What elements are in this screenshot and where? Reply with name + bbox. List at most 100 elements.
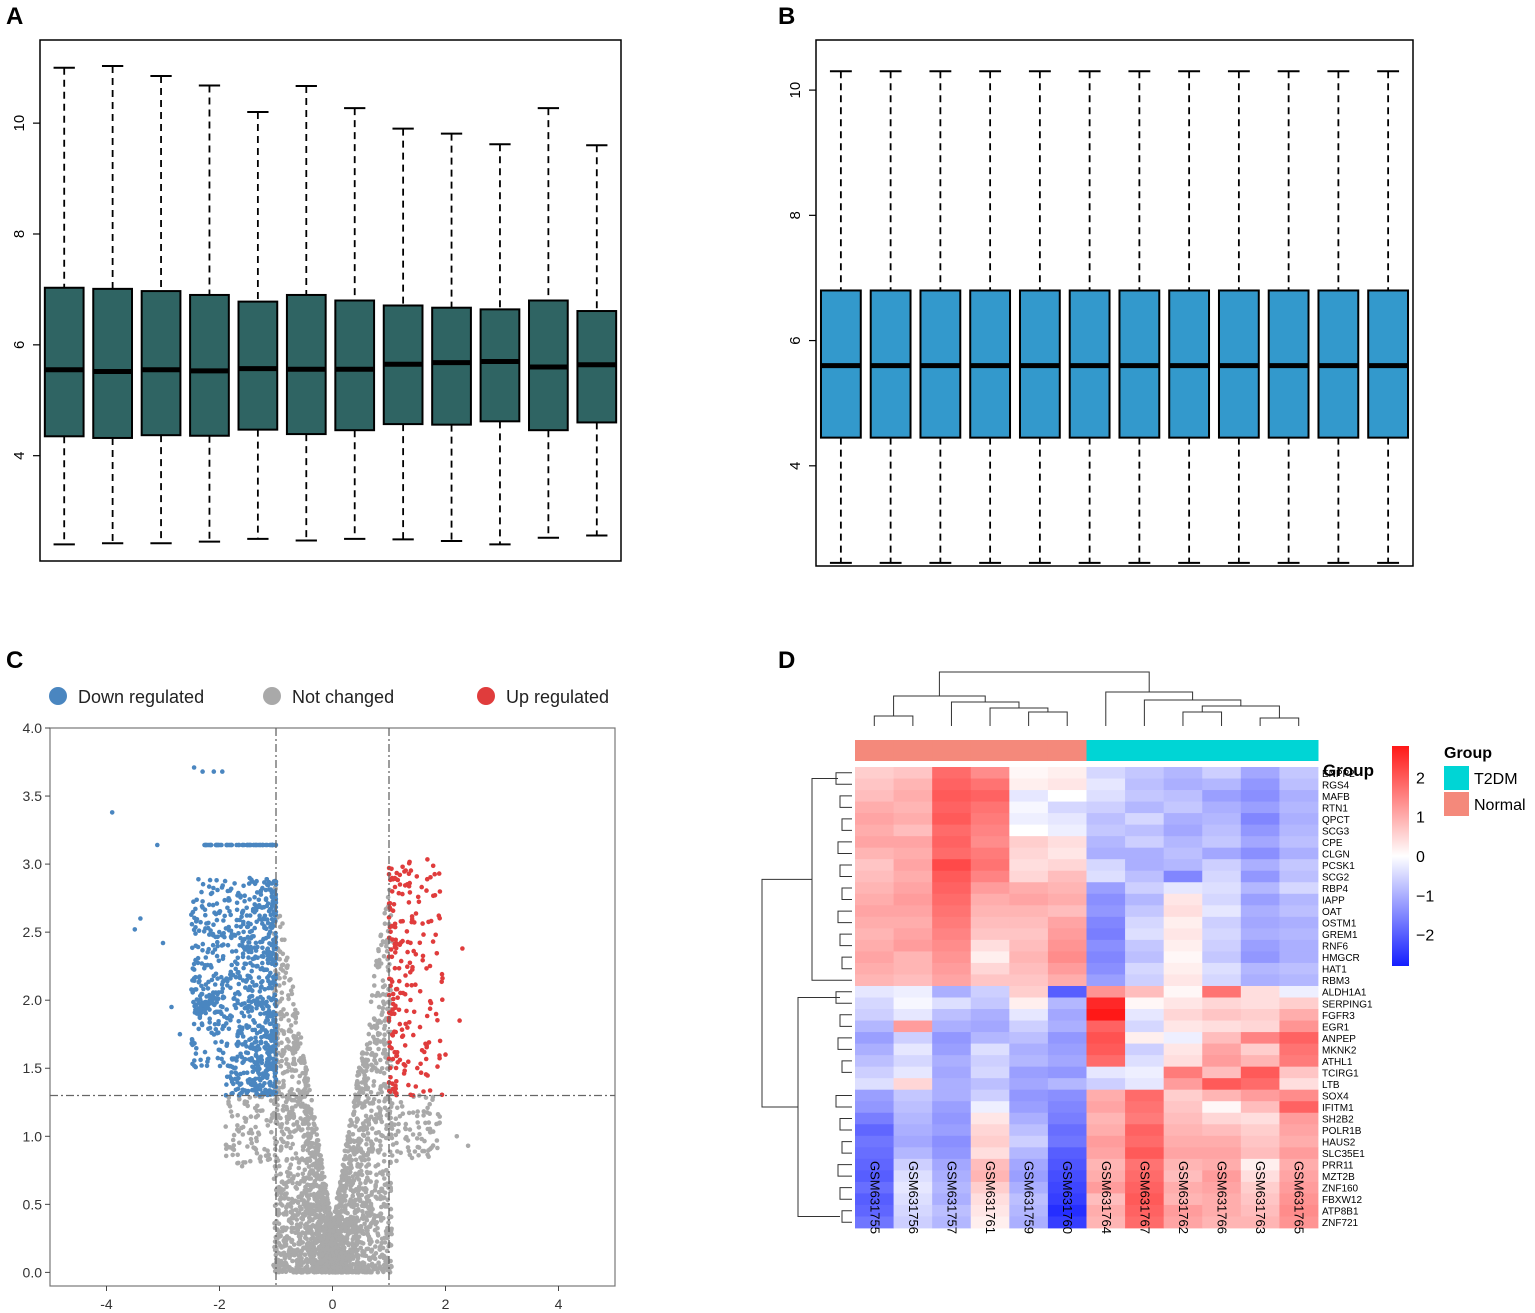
data-point xyxy=(265,975,270,981)
data-point xyxy=(221,918,226,923)
heatmap: GroupENPP2RGS4MAFBRTN1QPCTSCG3CPECLGNPCS… xyxy=(761,671,1526,1234)
heatmap-cell xyxy=(1047,1193,1087,1206)
data-point xyxy=(408,1092,413,1098)
dendrogram-branch xyxy=(1028,711,1068,726)
heatmap-cell xyxy=(1125,1135,1165,1148)
data-point xyxy=(225,905,230,911)
data-point xyxy=(395,1105,400,1111)
data-point xyxy=(294,1225,300,1231)
data-point xyxy=(216,958,222,964)
heatmap-cell xyxy=(893,1147,933,1160)
heatmap-cell xyxy=(1086,1158,1126,1171)
data-point xyxy=(357,1137,362,1143)
data-point xyxy=(213,996,219,1001)
heatmap-cell xyxy=(1240,824,1280,837)
data-point xyxy=(393,1005,398,1010)
heatmap-cell xyxy=(1279,1147,1319,1160)
heatmap-cell xyxy=(932,870,972,883)
data-point xyxy=(322,1229,327,1234)
data-point xyxy=(317,1205,322,1210)
data-point xyxy=(296,1240,302,1245)
heatmap-cell xyxy=(1009,790,1049,802)
data-point xyxy=(205,842,210,848)
data-point xyxy=(227,909,232,914)
data-point xyxy=(389,954,395,960)
data-point xyxy=(422,1138,427,1144)
data-point xyxy=(360,1090,366,1095)
data-point xyxy=(343,1169,349,1175)
data-point xyxy=(371,1052,376,1058)
group-cell xyxy=(855,740,895,761)
data-point xyxy=(417,1024,423,1030)
data-point xyxy=(374,1239,380,1244)
data-point xyxy=(247,994,253,999)
data-point xyxy=(278,1194,284,1200)
heatmap-cell xyxy=(1047,893,1087,906)
data-point xyxy=(305,1131,311,1136)
data-point xyxy=(226,1026,232,1032)
data-point xyxy=(247,1014,252,1019)
data-point xyxy=(257,1082,263,1088)
data-point xyxy=(379,1252,385,1258)
data-point xyxy=(289,1237,295,1243)
data-point xyxy=(249,1008,255,1013)
data-point xyxy=(266,985,271,991)
data-point xyxy=(195,960,201,966)
data-point xyxy=(434,951,440,956)
data-point xyxy=(282,1253,287,1259)
data-point xyxy=(389,1231,394,1237)
data-point xyxy=(231,1081,236,1087)
data-point xyxy=(373,1184,378,1190)
heatmap-cell xyxy=(1009,1043,1049,1056)
heatmap-cell xyxy=(855,997,894,1010)
gene-label: SOX4 xyxy=(1322,1092,1349,1103)
data-point xyxy=(248,1136,254,1142)
heatmap-cell xyxy=(893,974,933,987)
heatmap-cell xyxy=(1240,870,1280,883)
data-point xyxy=(238,1051,243,1057)
data-point xyxy=(214,842,219,848)
data-point xyxy=(365,1228,370,1233)
heatmap-cell xyxy=(1202,801,1242,814)
data-point xyxy=(232,881,237,886)
heatmap-cell xyxy=(1047,1124,1087,1137)
data-point xyxy=(211,922,216,927)
heatmap-cell xyxy=(1125,1066,1165,1079)
data-point xyxy=(254,890,260,895)
box-body xyxy=(43,286,85,438)
data-point xyxy=(247,913,253,918)
data-point xyxy=(432,871,438,877)
box-body xyxy=(479,308,521,423)
y-tick-label: 10 xyxy=(11,115,28,132)
data-point xyxy=(378,1143,383,1148)
dendrogram-branch xyxy=(950,701,1020,726)
data-point xyxy=(360,1050,365,1055)
data-point xyxy=(258,1011,263,1017)
sample-label: GSM631766 xyxy=(1215,1161,1230,1234)
heatmap-cell xyxy=(1163,1078,1203,1091)
data-point xyxy=(379,1089,385,1095)
gene-label: CLGN xyxy=(1322,849,1350,860)
data-point xyxy=(363,1180,368,1186)
data-point xyxy=(306,1188,312,1193)
data-point xyxy=(410,1110,416,1115)
data-point xyxy=(387,924,393,930)
data-point xyxy=(224,1082,229,1087)
data-point xyxy=(258,980,264,985)
data-point xyxy=(286,1134,291,1140)
heatmap-cell xyxy=(1009,1124,1049,1137)
data-point xyxy=(392,1089,398,1095)
heatmap-cell xyxy=(1163,1101,1203,1114)
data-point xyxy=(425,1073,430,1078)
heatmap-cell xyxy=(1086,813,1126,826)
data-point xyxy=(354,1119,359,1125)
data-point xyxy=(283,1238,289,1243)
heatmap-cell xyxy=(1279,1020,1319,1033)
data-point xyxy=(265,1017,271,1023)
data-point xyxy=(256,897,262,903)
data-point xyxy=(246,940,252,945)
heatmap-cell xyxy=(1240,847,1280,860)
data-point xyxy=(303,1066,309,1072)
heatmap-cell xyxy=(1009,928,1049,941)
